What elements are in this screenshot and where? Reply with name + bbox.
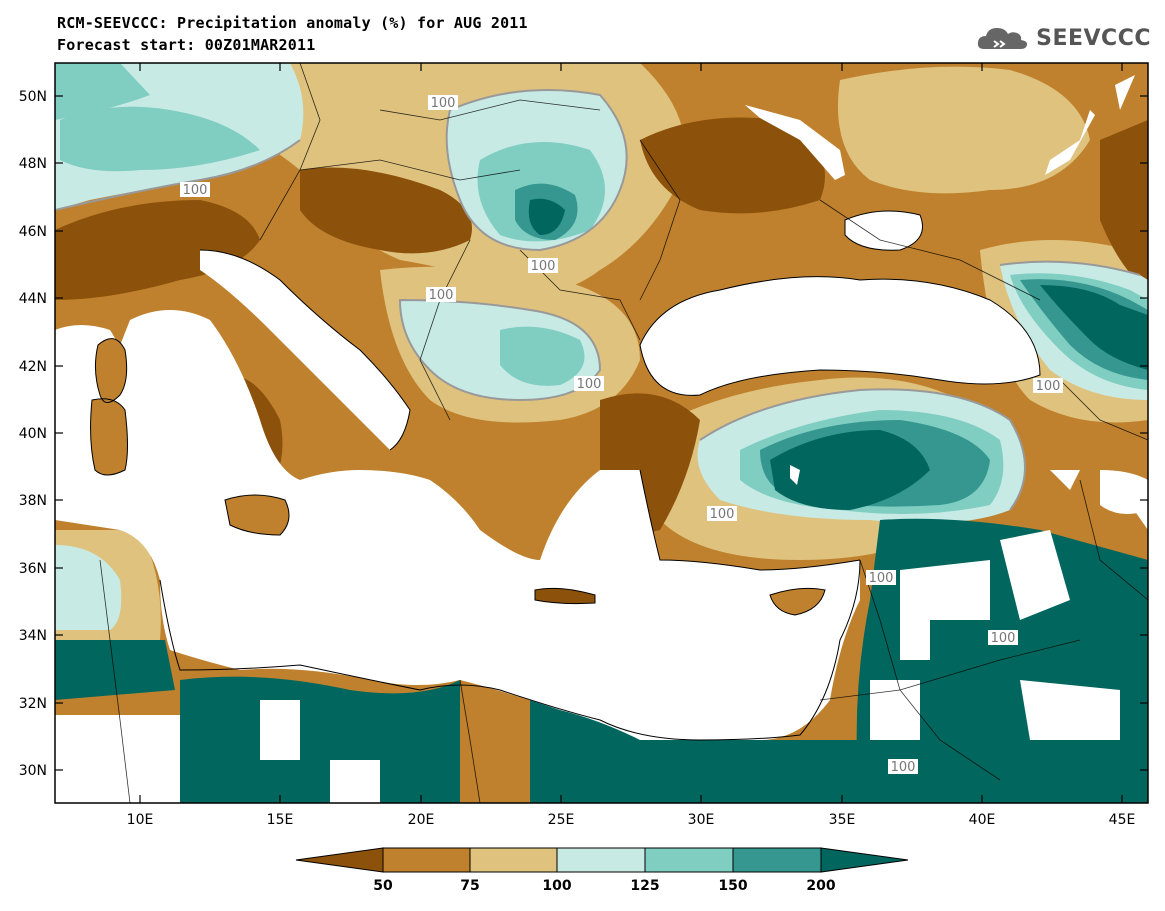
- colorbar-label: 125: [630, 878, 659, 894]
- country-borders: [99, 63, 1148, 803]
- latitude-axis: 50N 48N 46N 44N 42N 40N 38N 36N 34N 32N 30N: [19, 89, 1148, 779]
- black-sea: [640, 276, 1040, 396]
- colorbar: 50 75 100 125 150 200: [295, 847, 909, 894]
- cyprus: [770, 588, 825, 615]
- contour-label: 100: [426, 287, 456, 303]
- lat-label: 30N: [19, 763, 47, 779]
- longitude-axis: 10E 15E 20E 25E 30E 35E 40E 45E: [127, 63, 1136, 828]
- contour-label: 100: [1033, 378, 1063, 394]
- lat-label: 34N: [19, 628, 47, 644]
- cloud-icon: [978, 28, 1028, 49]
- lat-label: 36N: [19, 561, 47, 577]
- mediterranean-sea: [55, 310, 860, 740]
- lat-label: 50N: [19, 89, 47, 105]
- colorbar-150-200: [732, 847, 822, 873]
- svg-text:100: 100: [1036, 379, 1061, 394]
- sardinia: [90, 398, 128, 475]
- lon-label: 30E: [688, 812, 715, 828]
- svg-text:100: 100: [577, 377, 602, 392]
- colorbar-gt200: [820, 847, 909, 873]
- lat-label: 48N: [19, 156, 47, 172]
- colorbar-75-100: [469, 847, 558, 873]
- map-title-line2: Forecast start: 00Z01MAR2011: [57, 36, 316, 54]
- lon-label: 10E: [127, 812, 154, 828]
- colorbar-label: 50: [373, 878, 393, 894]
- contour-label: 100: [528, 258, 558, 274]
- svg-text:100: 100: [869, 571, 894, 586]
- seevccc-logo: SEEVCCC: [976, 22, 1151, 54]
- colorbar-label: 200: [806, 878, 835, 894]
- svg-text:100: 100: [431, 96, 456, 111]
- lon-label: 45E: [1109, 812, 1136, 828]
- lat-label: 32N: [19, 696, 47, 712]
- lat-label: 38N: [19, 493, 47, 509]
- svg-text:100: 100: [531, 259, 556, 274]
- lat-label: 40N: [19, 426, 47, 442]
- colorbar-125-150: [644, 847, 734, 873]
- lon-label: 15E: [267, 812, 294, 828]
- lon-label: 40E: [969, 812, 996, 828]
- contour-label: 100: [428, 95, 458, 111]
- contour-label: 100: [180, 182, 210, 198]
- contour-label: 100: [707, 506, 737, 522]
- sea-of-azov: [845, 211, 923, 251]
- lon-label: 35E: [829, 812, 856, 828]
- anomaly-field: [55, 63, 1148, 803]
- map-title-line1: RCM-SEEVCCC: Precipitation anomaly (%) f…: [57, 14, 528, 32]
- lat-label: 46N: [19, 224, 47, 240]
- lat-label: 42N: [19, 359, 47, 375]
- svg-text:100: 100: [183, 183, 208, 198]
- colorbar-label: 150: [718, 878, 747, 894]
- contour-labels: 100 100 100 100 100 100 100 100 100 100: [180, 95, 1063, 775]
- svg-text:100: 100: [429, 288, 454, 303]
- contour-label: 100: [988, 630, 1018, 646]
- colorbar-100-125: [556, 847, 646, 873]
- contour-label: 100: [888, 759, 918, 775]
- lon-label: 25E: [548, 812, 575, 828]
- logo-text: SEEVCCC: [1036, 25, 1151, 51]
- crete: [535, 588, 595, 604]
- svg-text:100: 100: [991, 631, 1016, 646]
- lat-label: 44N: [19, 291, 47, 307]
- svg-text:100: 100: [891, 760, 916, 775]
- colorbar-label: 75: [460, 878, 479, 894]
- colorbar-label: 100: [542, 878, 571, 894]
- coastlines: [90, 210, 1041, 741]
- adriatic-sea: [200, 250, 410, 450]
- corsica: [95, 338, 127, 403]
- colorbar-50-75: [382, 847, 471, 873]
- contour-label: 100: [866, 570, 896, 586]
- colorbar-lt50: [295, 847, 384, 873]
- svg-text:100: 100: [710, 507, 735, 522]
- sicily: [225, 495, 289, 535]
- contour-label: 100: [574, 376, 604, 392]
- lon-label: 20E: [408, 812, 435, 828]
